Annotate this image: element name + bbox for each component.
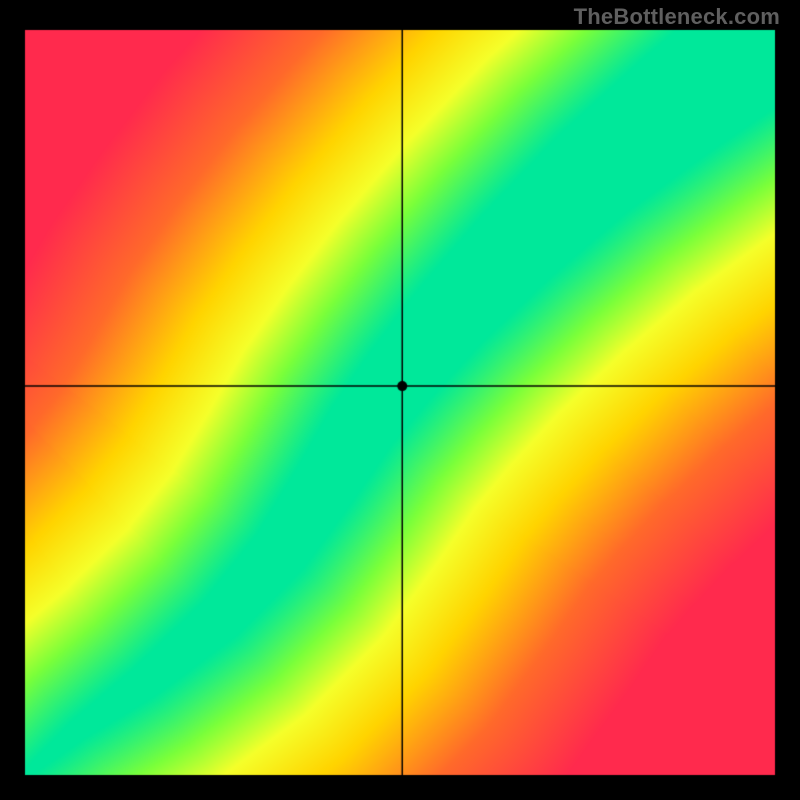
bottleneck-heatmap xyxy=(0,0,800,800)
watermark-text: TheBottleneck.com xyxy=(574,4,780,30)
